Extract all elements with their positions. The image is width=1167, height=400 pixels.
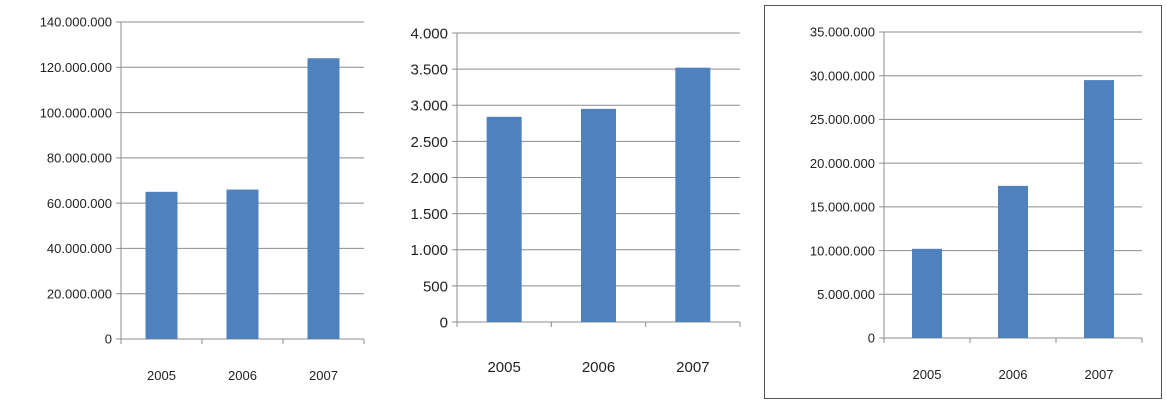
bar-2005 xyxy=(145,191,178,339)
y-tick-label: 30.000.000 xyxy=(810,68,875,83)
chart-right: 0 5.000.000 10.000.000 15.000.000 20.000.000… xyxy=(764,5,1162,399)
y-tick-label: 20.000.000 xyxy=(810,156,875,171)
x-tick-label: 2006 xyxy=(582,359,615,376)
y-tick-label: 60.000.000 xyxy=(47,196,112,211)
y-tick-label: 0 xyxy=(868,331,875,346)
y-tick-label: 1.500 xyxy=(410,206,448,223)
bar-2007 xyxy=(675,67,711,323)
bar-2006 xyxy=(998,185,1028,338)
y-tick-label: 0 xyxy=(105,332,112,347)
x-tick-label: 2007 xyxy=(676,359,709,376)
y-tick-label: 500 xyxy=(423,278,448,295)
y-tick-label: 3.000 xyxy=(410,98,448,115)
y-tick-label: 1.000 xyxy=(410,242,448,259)
y-tick-label: 15.000.000 xyxy=(810,200,875,215)
x-tick-label: 2005 xyxy=(487,359,520,376)
bar-2007 xyxy=(1084,80,1114,338)
y-tick-label: 120.000.000 xyxy=(40,60,112,75)
x-tick-label: 2005 xyxy=(147,368,176,383)
y-tick-label: 2.000 xyxy=(410,170,448,187)
bar-2005 xyxy=(912,248,942,338)
y-tick-label: 140.000.000 xyxy=(40,15,112,30)
y-tick-label: 80.000.000 xyxy=(47,151,112,166)
y-tick-label: 100.000.000 xyxy=(40,105,112,120)
y-tick-label: 25.000.000 xyxy=(810,112,875,127)
y-tick-label: 0 xyxy=(440,314,448,331)
chart-left: 0 20.000.000 40.000.000 60.000.000 80.000.00… xyxy=(40,15,365,383)
y-tick-label: 35.000.000 xyxy=(810,25,875,40)
chart-frame xyxy=(764,5,1162,399)
x-tick-label: 2006 xyxy=(999,367,1028,382)
bar-2005 xyxy=(486,116,522,322)
y-tick-label: 2.500 xyxy=(410,134,448,151)
bar-2006 xyxy=(226,189,259,339)
bar-2007 xyxy=(307,58,340,339)
x-tick-label: 2007 xyxy=(309,368,338,383)
bar-2006 xyxy=(581,108,616,322)
y-tick-label: 4.000 xyxy=(410,25,448,42)
x-tick-label: 2007 xyxy=(1085,367,1114,382)
y-tick-label: 5.000.000 xyxy=(817,287,875,302)
y-tick-label: 40.000.000 xyxy=(47,241,112,256)
x-tick-label: 2005 xyxy=(913,367,942,382)
y-tick-label: 20.000.000 xyxy=(47,286,112,301)
x-tick-label: 2006 xyxy=(228,368,257,383)
chart-middle: 0 500 1.000 1.500 2.000 2.500 3.000 3.500 4.000 2… xyxy=(410,25,741,376)
y-tick-label: 10.000.000 xyxy=(810,243,875,258)
y-tick-label: 3.500 xyxy=(410,62,448,79)
